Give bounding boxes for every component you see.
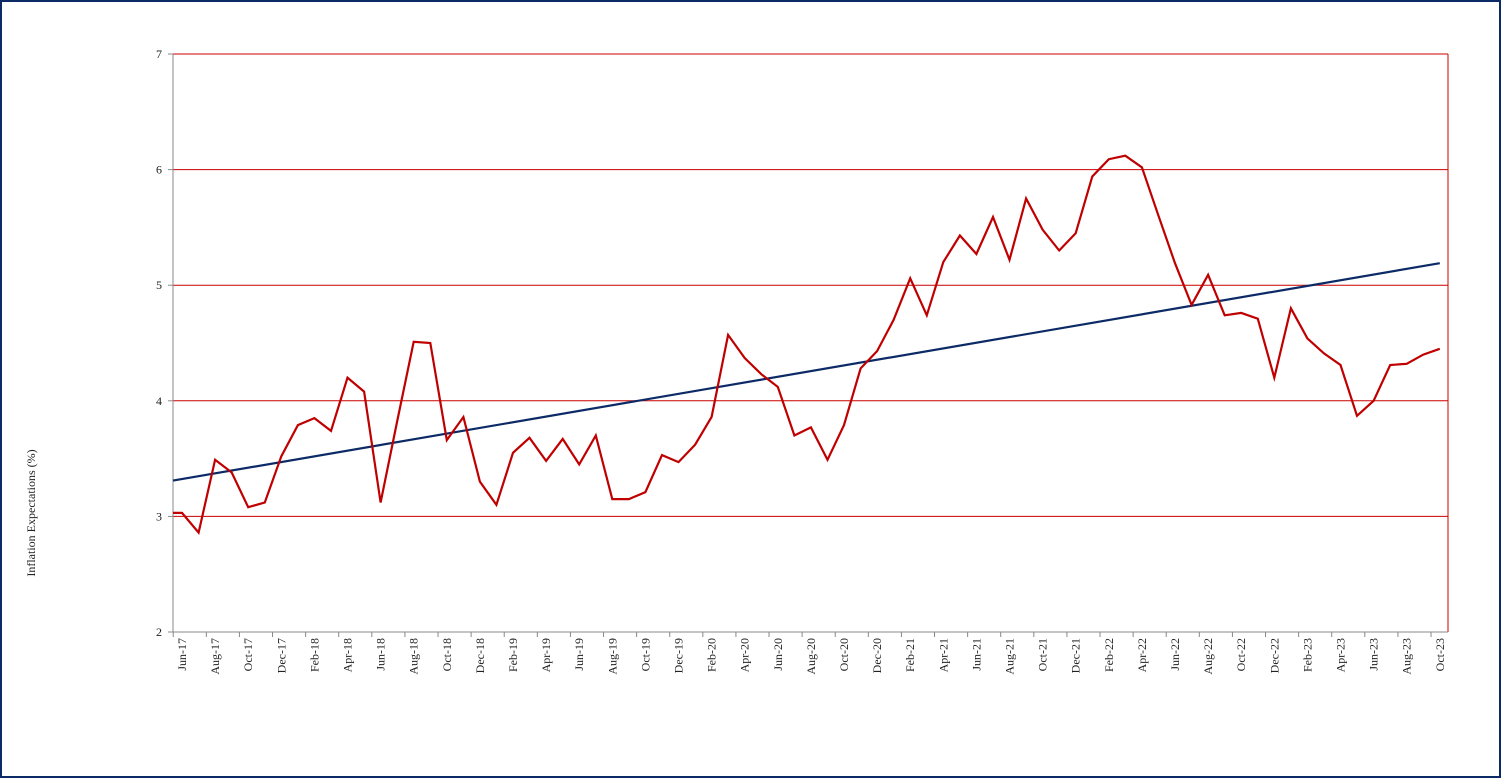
x-tick-label: Dec-18 <box>473 638 487 673</box>
x-tick-label: Feb-18 <box>307 638 321 672</box>
x-tick-label: Apr-22 <box>1135 638 1149 672</box>
y-axis-label: Inflation Expectations (%) <box>24 449 38 576</box>
x-tick-label: Aug-18 <box>407 638 421 675</box>
x-tick-label: Jun-22 <box>1168 638 1182 671</box>
x-tick-label: Feb-21 <box>903 638 917 672</box>
x-tick-label: Apr-20 <box>738 638 752 672</box>
x-tick-label: Dec-22 <box>1267 638 1281 673</box>
inflation-series-line <box>173 154 1441 536</box>
x-tick-label: Oct-23 <box>1433 638 1447 671</box>
x-tick-label: Aug-19 <box>605 638 619 675</box>
x-tick-label: Aug-22 <box>1201 638 1215 675</box>
x-tick-label: Aug-23 <box>1400 638 1414 675</box>
x-tick-label: Apr-21 <box>936 638 950 672</box>
x-tick-label: Jun-23 <box>1367 638 1381 671</box>
x-tick-label: Apr-23 <box>1334 638 1348 672</box>
x-tick-label: Apr-18 <box>341 638 355 672</box>
gridlines <box>173 53 1449 632</box>
x-tick-label: Oct-21 <box>1036 638 1050 671</box>
axes <box>172 54 1448 633</box>
y-tick-label: 3 <box>156 509 162 523</box>
x-tick-label: Oct-17 <box>241 638 255 671</box>
x-tick-label: Jun-19 <box>572 638 586 671</box>
y-tick-label: 7 <box>156 47 162 61</box>
y-tick-label: 6 <box>156 163 162 177</box>
x-tick-label: Apr-19 <box>539 638 553 672</box>
trend-line <box>172 262 1440 482</box>
x-tick-label: Oct-18 <box>440 638 454 671</box>
x-tick-label: Feb-19 <box>506 638 520 672</box>
y-tick-label: 5 <box>156 278 162 292</box>
x-tick-label: Feb-23 <box>1300 638 1314 672</box>
x-tick-label: Aug-21 <box>1003 638 1017 675</box>
y-axis-ticks: 2 3 4 5 6 7 <box>156 47 173 639</box>
x-axis-ticks: Jun-17 Aug-17 Oct-17 Dec-17 Feb-18 Apr-18 Jun-… <box>172 632 1447 675</box>
x-tick-label: Dec-20 <box>870 638 884 673</box>
x-tick-label: Oct-20 <box>837 638 851 671</box>
x-tick-label: Jun-21 <box>969 638 983 671</box>
x-tick-label: Oct-22 <box>1234 638 1248 671</box>
x-tick-label: Jun-18 <box>374 638 388 671</box>
x-tick-label: Dec-17 <box>274 638 288 673</box>
x-tick-label: Jun-20 <box>771 638 785 671</box>
x-tick-label: Jun-17 <box>175 638 189 671</box>
x-tick-label: Aug-20 <box>804 638 818 675</box>
x-tick-label: Oct-19 <box>638 638 652 671</box>
y-tick-label: 2 <box>156 625 162 639</box>
x-tick-label: Feb-20 <box>705 638 719 672</box>
x-tick-label: Dec-19 <box>672 638 686 673</box>
x-tick-label: Dec-21 <box>1069 638 1083 673</box>
x-tick-label: Aug-17 <box>208 638 222 675</box>
y-tick-label: 4 <box>156 394 162 408</box>
x-tick-label: Feb-22 <box>1102 638 1116 672</box>
